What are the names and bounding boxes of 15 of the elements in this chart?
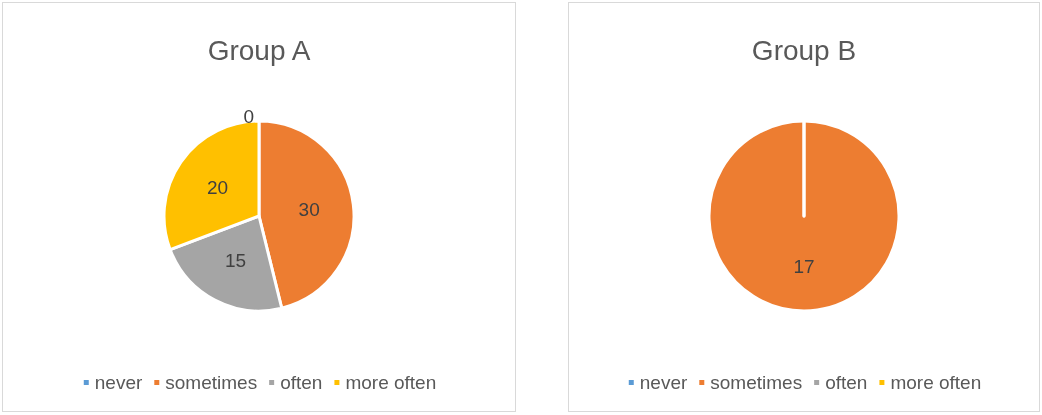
legend-label: often — [280, 372, 323, 393]
chart-title: Group A — [207, 34, 311, 66]
legend-label: sometimes — [710, 372, 803, 393]
chart-title: Group B — [751, 34, 857, 66]
legend-label: more often — [890, 372, 982, 393]
data-label: 20 — [206, 176, 229, 198]
legend-label: never — [639, 372, 688, 393]
legend-label: often — [825, 372, 868, 393]
data-label: 15 — [224, 250, 247, 272]
legend-label: never — [94, 372, 143, 393]
legend-label: sometimes — [165, 372, 258, 393]
data-label: 30 — [298, 199, 320, 221]
data-label: 17 — [793, 256, 815, 277]
text: 0 — [243, 105, 254, 127]
legend-label: more often — [345, 372, 437, 393]
